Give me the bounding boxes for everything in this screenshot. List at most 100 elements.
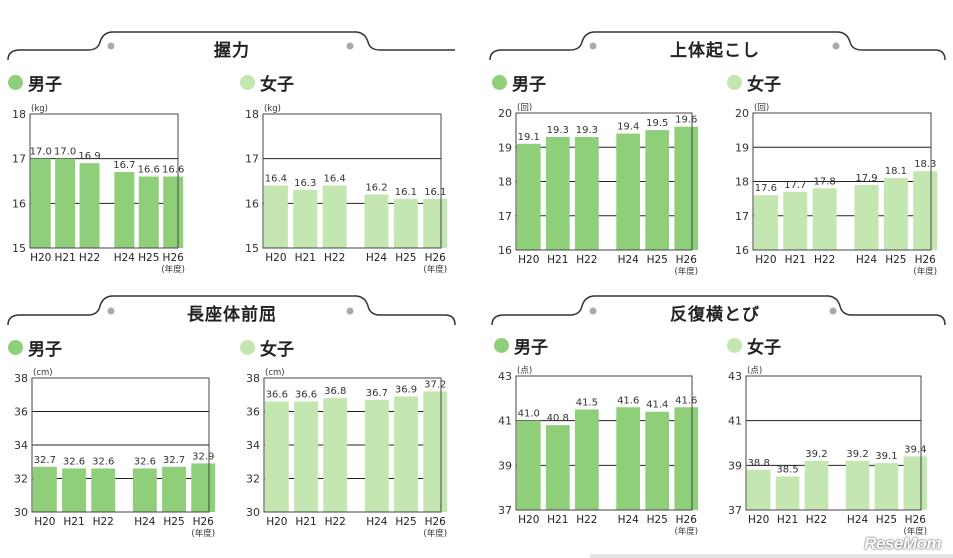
female-label-sit-and-reach: 女子 [240, 335, 294, 360]
data-label: 32.6 [63, 456, 85, 467]
x-tick-label: H24 [847, 514, 869, 526]
x-tick-label: H24 [134, 516, 156, 528]
unit-label: (cm) [33, 368, 53, 378]
x-tick-label: H22 [576, 254, 597, 266]
bar [746, 469, 771, 510]
bar [138, 176, 159, 248]
x-tick-label: H24 [366, 252, 388, 264]
female-label-grip: 女子 [240, 70, 294, 95]
data-label: 19.6 [675, 115, 697, 126]
x-tick-label: H26 [915, 254, 937, 266]
year-suffix-label: (年度) [913, 266, 937, 277]
data-label: 16.3 [294, 178, 316, 189]
y-tick-label: 18 [245, 108, 259, 121]
data-label: 32.7 [34, 455, 56, 466]
bar [293, 189, 318, 248]
data-label: 16.2 [365, 182, 387, 193]
bar [79, 163, 100, 248]
x-tick-label: H26 [676, 514, 698, 526]
year-suffix-label: (年度) [423, 528, 447, 539]
x-tick-label: H25 [885, 254, 906, 266]
brand-logo: ReseMom [864, 534, 941, 553]
brand-bar [590, 554, 953, 558]
bar [645, 411, 670, 510]
bar [545, 425, 570, 510]
x-tick-label: H25 [395, 516, 416, 528]
male-label-text: 男子 [512, 75, 546, 95]
x-tick-label: H21 [63, 516, 84, 528]
x-tick-label: H20 [518, 514, 539, 526]
bar [616, 407, 641, 510]
data-label: 16.1 [424, 187, 446, 198]
y-tick-label: 17 [12, 153, 26, 166]
bar [516, 420, 541, 510]
y-tick-label: 36 [14, 406, 28, 419]
bar [62, 468, 86, 512]
year-suffix-label: (年度) [191, 528, 215, 539]
y-tick-label: 30 [14, 506, 28, 519]
data-label: 16.1 [395, 187, 417, 198]
data-label: 40.8 [547, 413, 569, 424]
bar [574, 409, 599, 510]
data-label: 38.5 [776, 465, 798, 476]
x-tick-label: H21 [547, 254, 568, 266]
data-label: 36.6 [295, 389, 317, 400]
year-suffix-label: (年度) [903, 526, 927, 537]
data-label: 39.2 [846, 449, 868, 460]
plot-frame [515, 112, 693, 251]
bar [845, 460, 870, 510]
bar [32, 466, 57, 512]
plot-frame [262, 113, 442, 249]
female-label-text: 女子 [747, 75, 781, 95]
data-label: 41.4 [646, 400, 668, 411]
data-label: 36.6 [266, 389, 288, 400]
y-tick-label: 16 [12, 197, 26, 210]
y-tick-label: 17 [245, 153, 259, 166]
data-label: 17.6 [755, 183, 777, 194]
bar [263, 185, 288, 248]
x-tick-label: H22 [325, 516, 346, 528]
male-label-sit-and-reach: 男子 [8, 335, 62, 360]
y-tick-label: 38 [246, 372, 260, 385]
data-label: 19.5 [646, 118, 668, 129]
x-tick-label: H20 [265, 252, 286, 264]
x-tick-label: H21 [55, 252, 76, 264]
bar [132, 468, 157, 512]
x-tick-label: H25 [647, 514, 668, 526]
x-tick-label: H20 [755, 254, 776, 266]
data-label: 32.6 [92, 456, 114, 467]
x-tick-label: H25 [647, 254, 668, 266]
x-tick-label: H26 [425, 516, 447, 528]
y-tick-label: 16 [245, 197, 259, 210]
bar [753, 195, 778, 250]
x-tick-label: H26 [676, 254, 698, 266]
y-tick-label: 41 [728, 415, 742, 428]
y-tick-label: 39 [498, 459, 512, 472]
x-tick-label: H22 [576, 514, 597, 526]
data-label: 39.1 [875, 451, 897, 462]
data-label: 16.7 [113, 160, 135, 171]
data-label: 41.6 [617, 395, 639, 406]
x-tick-label: H25 [163, 516, 184, 528]
data-label: 38.8 [748, 458, 770, 469]
data-label: 32.9 [192, 451, 214, 462]
y-tick-label: 34 [246, 439, 260, 452]
y-tick-label: 18 [498, 176, 512, 189]
y-tick-label: 19 [498, 141, 512, 154]
year-suffix-label: (年度) [423, 264, 447, 275]
bar [114, 172, 135, 248]
bar [91, 468, 116, 512]
x-tick-label: H26 [905, 514, 927, 526]
year-suffix-label: (年度) [161, 264, 185, 275]
bar [775, 476, 800, 510]
x-tick-label: H24 [618, 514, 640, 526]
unit-label: (回) [517, 103, 532, 113]
x-tick-label: H21 [295, 516, 316, 528]
x-tick-label: H20 [30, 252, 51, 264]
bar [516, 143, 541, 250]
x-tick-label: H22 [806, 514, 827, 526]
male-label-grip: 男子 [8, 70, 62, 95]
